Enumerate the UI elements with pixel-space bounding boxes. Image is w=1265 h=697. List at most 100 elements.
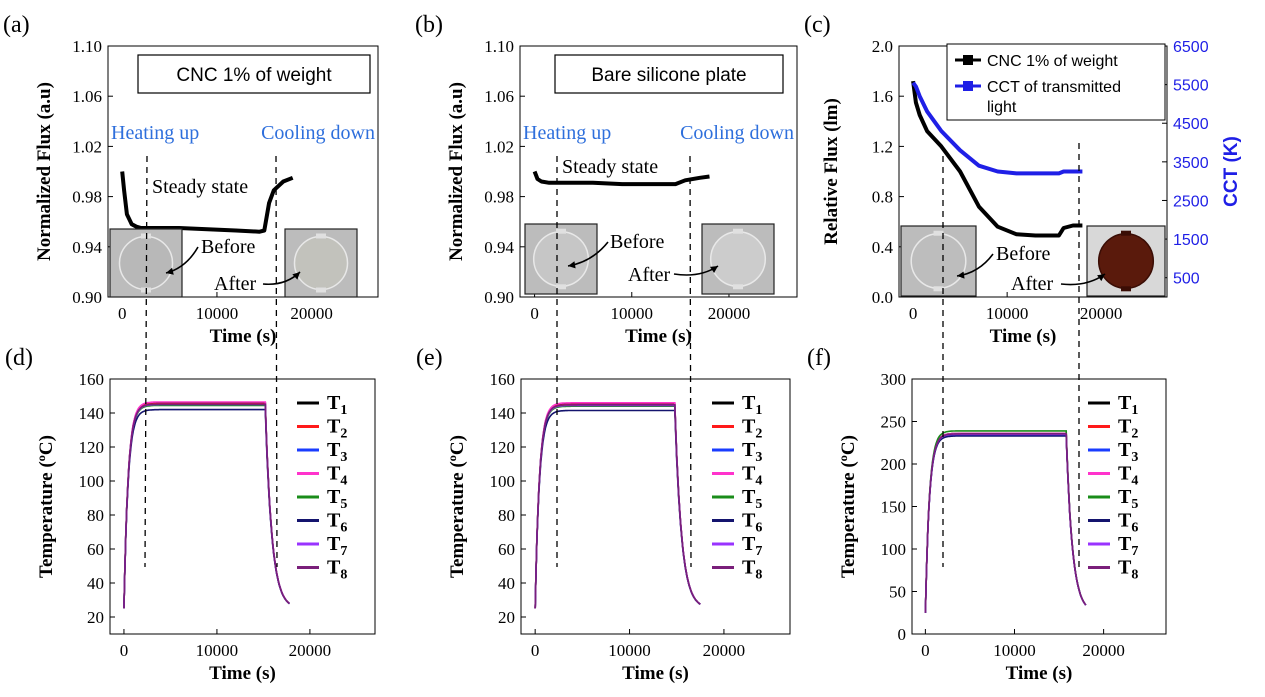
y-tick-label: 200: [881, 455, 907, 474]
series-line-t2: [123, 402, 290, 609]
plot-frame: [107, 45, 379, 298]
series-line-t6: [534, 409, 701, 609]
x-tick-label: 20000: [1082, 641, 1125, 660]
legend-subscript: 5: [1131, 497, 1138, 512]
arrow-before-head: [568, 261, 576, 269]
legend-subscript: 2: [340, 427, 347, 442]
legend-subscript: 4: [755, 474, 762, 489]
annotation-steady: Steady state: [152, 176, 248, 198]
legend-entry-t6: T6: [327, 510, 347, 536]
annotation-before: Before: [996, 243, 1051, 265]
y-axis-label: Temperature (ºC): [36, 435, 57, 578]
series-line-t7: [123, 403, 290, 609]
y-tick-label: 80: [87, 506, 104, 525]
legend-marker: [963, 55, 973, 65]
legend-box-text: CNC 1% of weight: [176, 65, 332, 86]
x-tick-label: 0: [118, 304, 127, 323]
series-line: [120, 171, 294, 234]
legend-subscript: 5: [340, 497, 347, 512]
marker-cooling-a: [275, 155, 278, 568]
annotation-after: After: [214, 273, 257, 295]
x-tick-label: 20000: [703, 641, 746, 660]
legend-subscript: 8: [340, 568, 347, 583]
annotation-steady: Steady state: [562, 156, 658, 178]
x-tick-label: 10000: [986, 304, 1029, 323]
marker-cooling-b: [689, 155, 692, 568]
x-axis-label: Time (s): [209, 663, 276, 684]
legend-entry-t2: T2: [1118, 416, 1138, 442]
series-line-t1: [924, 432, 1087, 613]
legend-subscript: 1: [1131, 403, 1138, 418]
y-tick-label: 0.90: [484, 288, 514, 307]
arrow-before-head: [166, 267, 174, 275]
series-line-t5: [924, 430, 1087, 613]
y-tick-label: 100: [79, 472, 105, 491]
series-line-t4: [123, 401, 290, 609]
y-tick-label: 250: [881, 413, 907, 432]
legend-entry-t8: T8: [327, 557, 347, 583]
legend-marker: [963, 81, 973, 91]
legend-subscript: 7: [755, 544, 762, 559]
legend-entry-t7: T7: [327, 533, 347, 559]
series-line-t4: [534, 402, 701, 609]
annotation-after: After: [1011, 273, 1054, 295]
legend: [946, 43, 1166, 121]
legend-subscript: 8: [1131, 568, 1138, 583]
y-tick-label: 0.0: [872, 288, 893, 307]
y2-tick-label: 3500: [1173, 155, 1209, 172]
y2-tick-label: 500: [1173, 271, 1200, 288]
x-tick-label: 10000: [993, 641, 1036, 660]
y-tick-label: 40: [498, 574, 515, 593]
legend-box-text: Bare silicone plate: [591, 65, 746, 86]
y-tick-label: 1.06: [72, 87, 102, 106]
annotation-after: After: [628, 264, 671, 286]
y-tick-label: 1.10: [484, 37, 514, 56]
legend-entry-t5: T5: [1118, 486, 1138, 512]
sample-tab: [733, 284, 743, 290]
sample-disc: [1097, 232, 1155, 290]
photo-before: [900, 225, 977, 297]
x-axis-label: Time (s): [1006, 663, 1073, 684]
x-tick-label: 0: [909, 304, 918, 323]
y-tick-label: 1.02: [484, 137, 514, 156]
y-tick-label: 0.94: [72, 238, 102, 257]
sample-tab: [1121, 230, 1131, 236]
legend-subscript: 6: [1131, 521, 1138, 536]
sample-tab: [556, 284, 566, 290]
x-tick-label: 10000: [196, 304, 239, 323]
series-line-t1: [123, 402, 290, 609]
annotation-heating: Heating up: [111, 122, 199, 144]
series-line-t6: [123, 408, 290, 609]
y-tick-label: 160: [79, 370, 105, 389]
legend-subscript: 6: [340, 521, 347, 536]
legend-entry-cct-cont: light: [987, 99, 1017, 116]
y-tick-label: 0.4: [872, 238, 894, 257]
legend-entry-t5: T5: [742, 486, 762, 512]
sample-tab: [933, 230, 944, 236]
y-axis-label: Normalized Flux (a.u): [34, 82, 55, 261]
legend-entry-t2: T2: [327, 416, 347, 442]
x-tick-label: 20000: [290, 304, 333, 323]
x-axis-label: Time (s): [622, 663, 689, 684]
annotation-cooling: Cooling down: [680, 122, 794, 144]
sample-tab: [1121, 286, 1131, 292]
arrow-after-head: [1097, 274, 1105, 282]
legend-subscript: 7: [1131, 544, 1138, 559]
x-tick-label: 10000: [196, 641, 239, 660]
photo-before: [109, 228, 183, 298]
series-line: [911, 80, 1083, 238]
annotation-before: Before: [201, 236, 256, 258]
photo-after: [701, 223, 775, 295]
y-tick-label: 120: [79, 438, 105, 457]
y-tick-label: 100: [490, 472, 516, 491]
series-line-t5: [534, 405, 701, 609]
series-line-t8: [534, 404, 701, 609]
series-line: [532, 170, 710, 187]
series-line-t5: [123, 404, 290, 609]
x-tick-label: 10000: [611, 304, 654, 323]
legend-subscript: 2: [755, 427, 762, 442]
y-tick-label: 0.90: [72, 288, 102, 307]
legend-subscript: 7: [340, 544, 347, 559]
y-tick-label: 60: [87, 540, 104, 559]
